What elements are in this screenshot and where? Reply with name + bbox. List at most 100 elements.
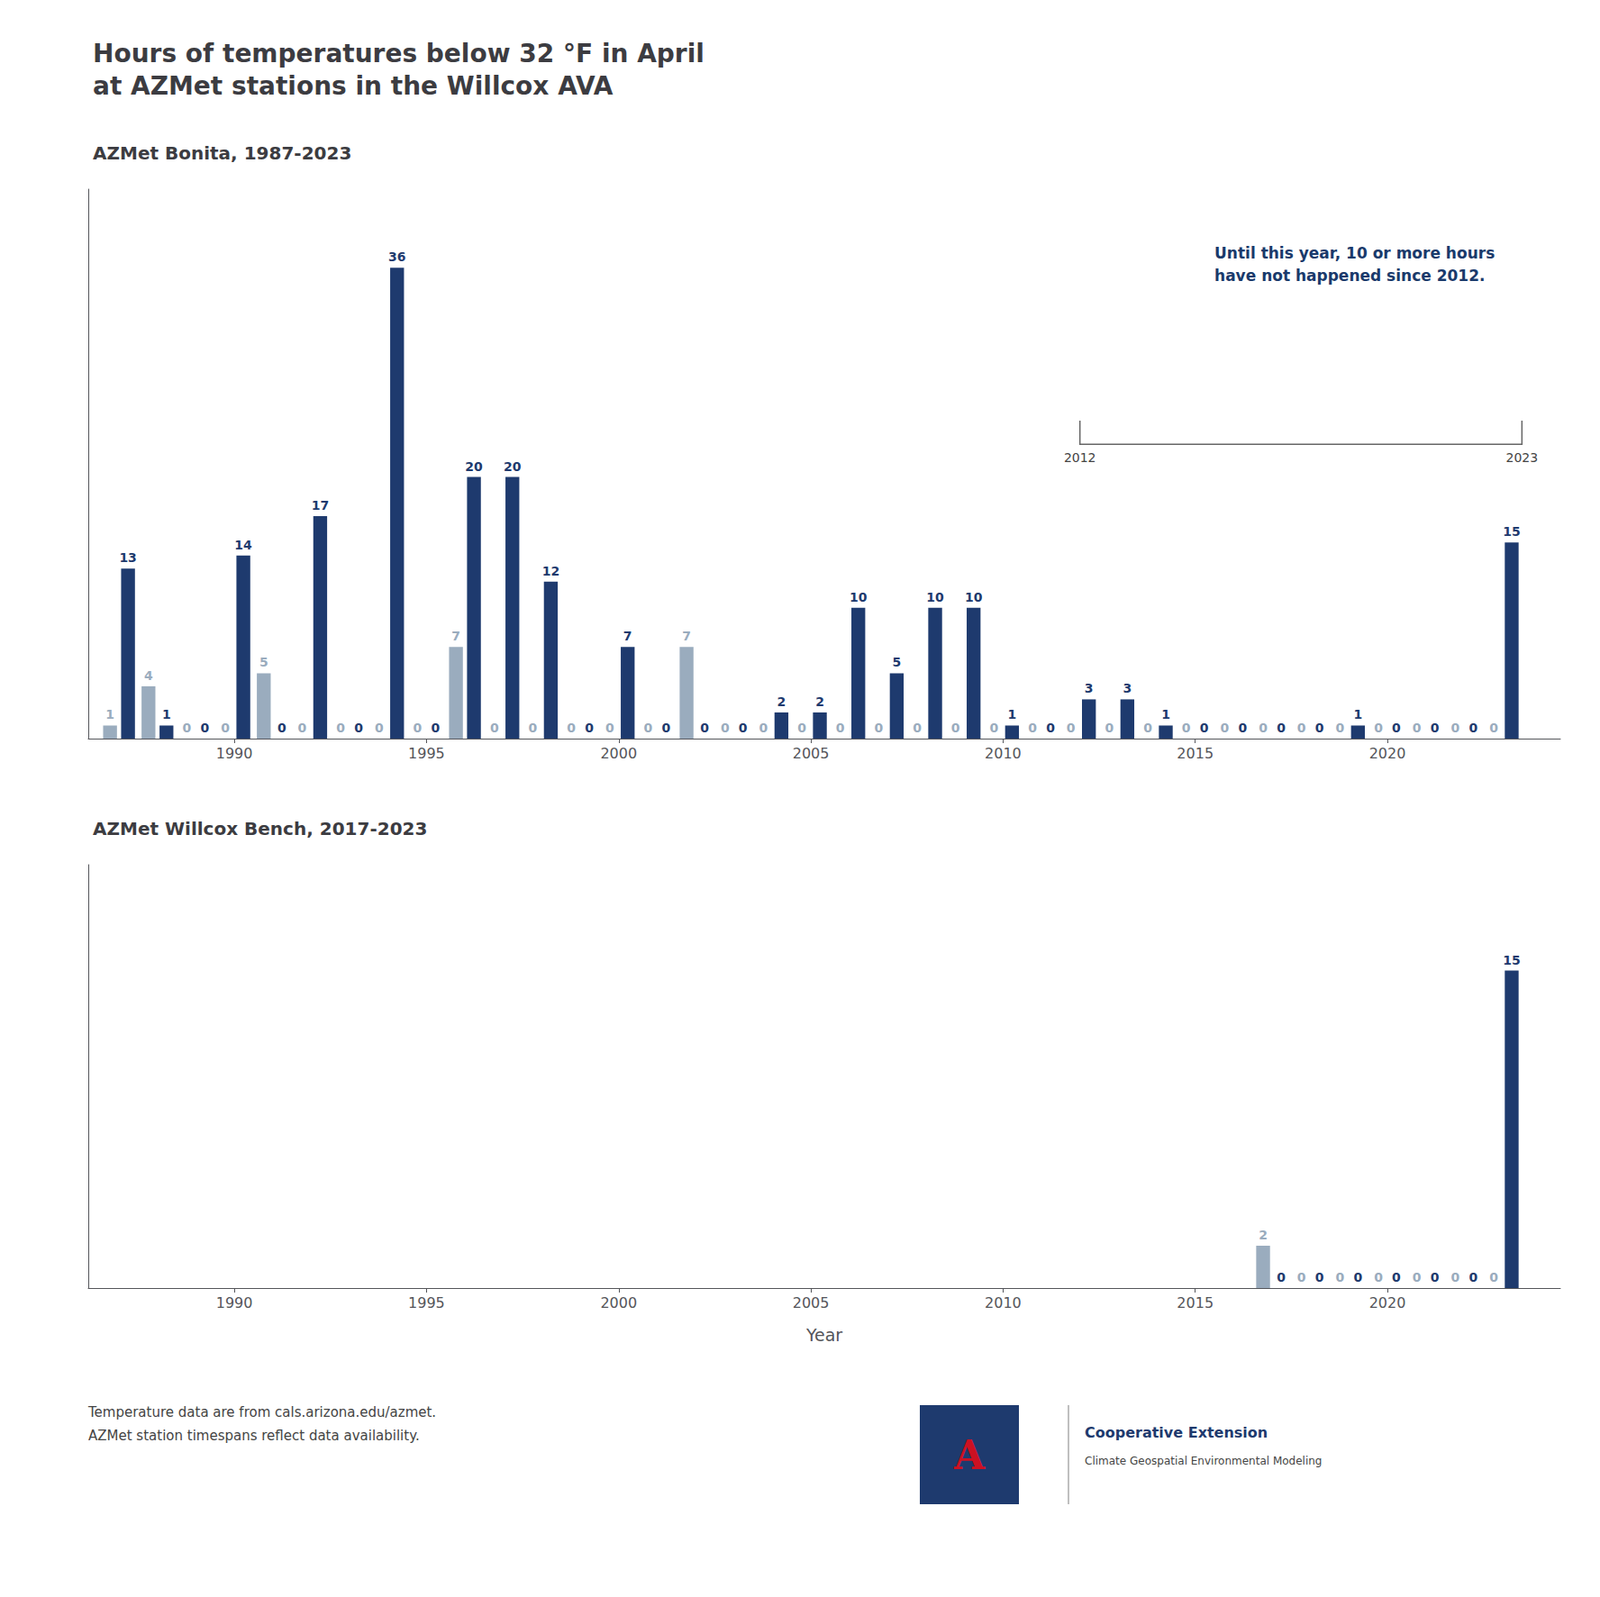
svg-text:0: 0: [528, 720, 538, 736]
svg-text:0: 0: [605, 720, 615, 736]
svg-text:2015: 2015: [1176, 1294, 1214, 1312]
svg-text:0: 0: [1237, 720, 1247, 736]
svg-text:0: 0: [720, 720, 730, 736]
svg-text:Temperature data are from cals: Temperature data are from cals.arizona.e…: [87, 1404, 437, 1421]
svg-text:7: 7: [623, 628, 633, 644]
svg-text:0: 0: [277, 720, 287, 736]
svg-text:0: 0: [298, 720, 308, 736]
svg-text:2020: 2020: [1369, 1294, 1407, 1312]
svg-text:at AZMet stations in the Willc: at AZMet stations in the Willcox AVA: [92, 71, 614, 101]
svg-text:0: 0: [700, 720, 710, 736]
svg-text:0: 0: [1276, 720, 1286, 736]
svg-text:14: 14: [234, 537, 253, 553]
svg-text:3: 3: [1122, 681, 1132, 696]
svg-text:2023: 2023: [1506, 450, 1539, 465]
svg-text:0: 0: [662, 720, 672, 736]
svg-text:1: 1: [1007, 707, 1017, 722]
svg-text:0: 0: [1412, 1270, 1422, 1285]
svg-text:10: 10: [849, 590, 868, 605]
svg-text:Year: Year: [805, 1325, 843, 1346]
svg-text:0: 0: [1450, 1270, 1460, 1285]
svg-text:0: 0: [1276, 1270, 1286, 1285]
svg-text:0: 0: [1143, 720, 1153, 736]
svg-text:4: 4: [144, 668, 154, 683]
svg-text:0: 0: [354, 720, 364, 736]
svg-text:1995: 1995: [408, 745, 446, 763]
svg-text:12: 12: [542, 563, 560, 579]
svg-text:7: 7: [451, 628, 461, 644]
svg-text:0: 0: [1391, 1270, 1401, 1285]
svg-text:0: 0: [374, 720, 384, 736]
svg-text:2000: 2000: [600, 745, 637, 763]
svg-text:Until this year, 10 or more ho: Until this year, 10 or more hours: [1214, 244, 1495, 263]
svg-text:AZMet Bonita, 1987-2023: AZMet Bonita, 1987-2023: [92, 142, 352, 164]
svg-text:2015: 2015: [1176, 745, 1214, 763]
svg-text:0: 0: [644, 720, 654, 736]
svg-text:2000: 2000: [600, 1294, 637, 1312]
svg-text:2005: 2005: [792, 1294, 830, 1312]
svg-text:2012: 2012: [1063, 450, 1097, 465]
svg-text:0: 0: [584, 720, 594, 736]
svg-text:0: 0: [1200, 720, 1210, 736]
svg-text:0: 0: [1489, 720, 1499, 736]
svg-text:0: 0: [490, 720, 500, 736]
svg-text:0: 0: [1315, 720, 1325, 736]
svg-text:0: 0: [1430, 720, 1440, 736]
svg-text:5: 5: [259, 654, 269, 670]
svg-text:2005: 2005: [792, 745, 830, 763]
svg-text:A: A: [953, 1432, 986, 1479]
svg-text:0: 0: [1468, 720, 1478, 736]
svg-text:0: 0: [1220, 720, 1230, 736]
svg-text:0: 0: [1315, 1270, 1325, 1285]
svg-text:0: 0: [951, 720, 961, 736]
svg-text:0: 0: [797, 720, 807, 736]
svg-text:7: 7: [681, 628, 691, 644]
svg-text:17: 17: [311, 498, 329, 513]
svg-text:0: 0: [413, 720, 423, 736]
svg-text:5: 5: [892, 654, 902, 670]
svg-text:0: 0: [1489, 1270, 1499, 1285]
svg-text:15: 15: [1502, 524, 1520, 539]
svg-text:0: 0: [1468, 1270, 1478, 1285]
svg-text:0: 0: [990, 720, 1000, 736]
svg-text:0: 0: [1066, 720, 1076, 736]
svg-text:0: 0: [1391, 720, 1401, 736]
svg-text:13: 13: [118, 550, 137, 565]
svg-text:0: 0: [1297, 1270, 1307, 1285]
svg-text:0: 0: [200, 720, 210, 736]
svg-text:15: 15: [1502, 953, 1520, 968]
svg-text:0: 0: [912, 720, 922, 736]
svg-text:0: 0: [836, 720, 846, 736]
svg-text:0: 0: [1181, 720, 1191, 736]
svg-text:0: 0: [1045, 720, 1055, 736]
svg-text:2: 2: [1258, 1227, 1268, 1243]
svg-text:0: 0: [182, 720, 192, 736]
svg-text:1: 1: [1353, 707, 1363, 722]
svg-text:2010: 2010: [984, 1294, 1022, 1312]
svg-text:0: 0: [1353, 1270, 1363, 1285]
svg-text:Cooperative Extension: Cooperative Extension: [1084, 1424, 1268, 1442]
svg-text:0: 0: [336, 720, 346, 736]
svg-text:10: 10: [964, 590, 983, 605]
svg-text:1995: 1995: [408, 1294, 446, 1312]
svg-text:Climate Geospatial Environment: Climate Geospatial Environmental Modelin…: [1084, 1454, 1323, 1468]
svg-text:0: 0: [1258, 720, 1268, 736]
svg-text:0: 0: [1412, 720, 1422, 736]
svg-text:0: 0: [431, 720, 441, 736]
svg-text:0: 0: [1335, 720, 1345, 736]
svg-text:0: 0: [874, 720, 884, 736]
svg-text:0: 0: [1373, 1270, 1383, 1285]
svg-text:20: 20: [503, 459, 522, 474]
svg-text:2020: 2020: [1369, 745, 1407, 763]
svg-text:Hours of temperatures below 32: Hours of temperatures below 32 °F in Apr…: [92, 38, 705, 69]
svg-text:1990: 1990: [216, 745, 254, 763]
svg-text:1: 1: [105, 707, 115, 722]
svg-text:10: 10: [926, 590, 945, 605]
svg-text:AZMet Willcox Bench, 2017-2023: AZMet Willcox Bench, 2017-2023: [92, 818, 428, 840]
svg-text:0: 0: [1297, 720, 1307, 736]
svg-text:20: 20: [464, 459, 483, 474]
svg-text:0: 0: [1335, 1270, 1345, 1285]
svg-text:AZMet station timespans reflec: AZMet station timespans reflect data ava…: [88, 1427, 420, 1445]
svg-text:3: 3: [1084, 681, 1094, 696]
svg-text:0: 0: [1373, 720, 1383, 736]
